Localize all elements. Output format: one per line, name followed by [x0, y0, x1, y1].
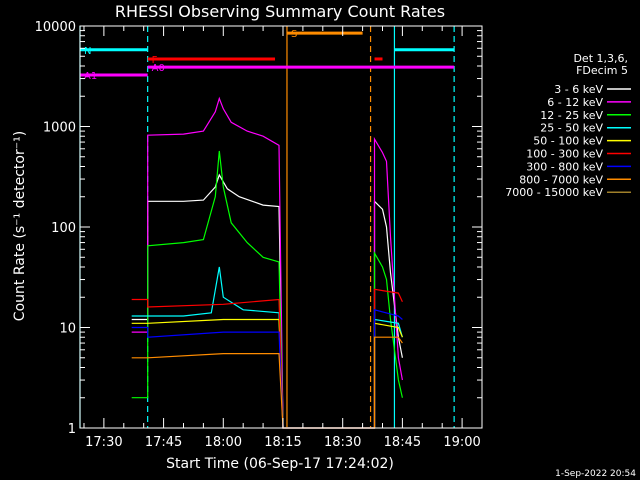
chart-title: RHESSI Observing Summary Count Rates — [115, 2, 445, 21]
y-tick-label-2: 100 — [51, 221, 76, 236]
footer-date: 1-Sep-2022 20:54 — [555, 469, 636, 479]
legend-label-3: 25 - 50 keV — [540, 122, 603, 135]
x-tick-label-3: 18:15 — [264, 435, 301, 450]
legend-label-4: 50 - 100 keV — [533, 135, 603, 148]
x-tick-label-0: 17:30 — [85, 435, 122, 450]
annotation-layer: N F S A0 A1 — [79, 26, 455, 428]
series-line-2 — [131, 150, 403, 429]
series-layer — [131, 96, 403, 429]
legend-label-5: 100 - 300 keV — [526, 148, 603, 161]
series-line-1 — [131, 96, 403, 429]
legend-label-0: 3 - 6 keV — [554, 83, 603, 96]
y-tick-label-3: 1000 — [43, 121, 76, 136]
x-tick-label-4: 18:30 — [324, 435, 361, 450]
status-label-6: A1 — [84, 71, 97, 82]
x-tick-label-5: 18:45 — [384, 435, 421, 450]
x-tick-label-6: 19:00 — [443, 435, 480, 450]
legend-header-1: FDecim 5 — [576, 64, 628, 77]
status-label-2: F — [152, 55, 158, 66]
x-axis-label: Start Time (06-Sep-17 17:24:02) — [166, 456, 394, 472]
y-tick-label-4: 10000 — [35, 20, 76, 35]
y-tick-label-0: 1 — [68, 422, 76, 437]
legend-label-1: 6 - 12 keV — [547, 96, 603, 109]
legend-label-2: 12 - 25 keV — [540, 109, 603, 122]
legend-label-7: 800 - 7000 keV — [519, 173, 603, 186]
status-label-0: N — [84, 46, 91, 57]
legend-header-0: Det 1,3,6, — [573, 52, 628, 65]
y-axis-label: Count Rate (s⁻¹ detector⁻¹) — [12, 131, 28, 321]
series-line-6 — [131, 309, 403, 429]
status-label-4: S — [291, 29, 297, 40]
series-line-3 — [131, 266, 403, 429]
legend-label-6: 300 - 800 keV — [526, 160, 603, 173]
x-tick-label-1: 17:45 — [145, 435, 182, 450]
y-tick-label-1: 10 — [59, 322, 76, 337]
series-line-7 — [131, 336, 403, 429]
legend-label-8: 7000 - 15000 keV — [505, 186, 603, 199]
axes-layer: 1 10 100 1000 10000 17:30 17:45 18:00 18:15 18:30… — [35, 20, 483, 450]
x-tick-label-2: 18:00 — [205, 435, 242, 450]
status-label-5: A0 — [152, 63, 165, 74]
series-line-0 — [131, 173, 403, 429]
series-line-5 — [131, 288, 403, 429]
